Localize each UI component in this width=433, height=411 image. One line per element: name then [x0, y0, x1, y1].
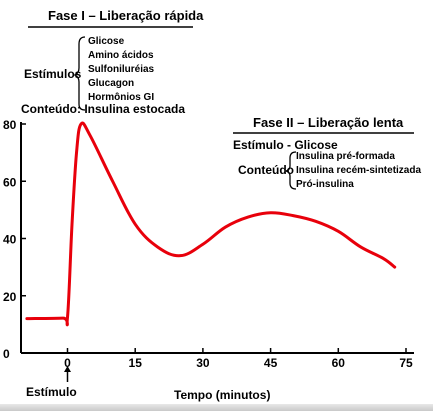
- x-tick-label: 30: [196, 356, 210, 370]
- phase2-annotation: Fase II – Liberação lenta Estímulo - Gli…: [233, 115, 421, 190]
- phase1-stimulus-0: Glicose: [88, 36, 125, 47]
- phase2-title: Fase II – Liberação lenta: [253, 115, 404, 130]
- ticks: 0 15 30 45 60 75 0 20 40 60 80: [3, 118, 413, 370]
- y-tick-label: 40: [3, 233, 17, 247]
- axes: [20, 122, 414, 354]
- y-tick-label: 20: [3, 290, 17, 304]
- phase2-content-0: Insulina pré-formada: [296, 151, 395, 162]
- phase1-annotation: Fase I – Liberação rápida Estímulos Glic…: [21, 8, 204, 116]
- stimulus-arrow-head: [64, 366, 71, 372]
- phase1-stimulus-4: Hormônios GI: [88, 92, 154, 103]
- phase2-content-2: Pró-insulina: [296, 179, 354, 190]
- x-axis-label: Tempo (minutos): [174, 388, 270, 402]
- y-tick-label: 0: [3, 347, 10, 361]
- insulin-release-line: [25, 121, 397, 327]
- phase1-stimulus-3: Glucagon: [88, 78, 134, 89]
- phase2-brace: [285, 151, 297, 190]
- stimulus-marker: Estímulo: [26, 366, 77, 399]
- bottom-edge-bar: [0, 404, 433, 411]
- phase2-content-1: Insulina recém-sintetizada: [296, 165, 421, 176]
- phase2-content-label: Conteúdo: [238, 163, 294, 177]
- phase2-stimulus: Estímulo - Glicose: [233, 138, 338, 152]
- x-tick-label: 45: [264, 356, 278, 370]
- phase1-brace: [73, 36, 86, 111]
- stimulus-label: Estímulo: [26, 385, 77, 399]
- phase1-stimuli-label: Estímulos: [24, 67, 82, 81]
- phase1-content: Conteúdo: Insulina estocada: [21, 102, 185, 116]
- x-tick-label: 15: [129, 356, 143, 370]
- y-tick-label: 60: [3, 175, 17, 189]
- x-tick-label: 0: [64, 356, 71, 370]
- phase1-stimulus-1: Amino ácidos: [88, 50, 154, 61]
- phase1-title: Fase I – Liberação rápida: [48, 8, 204, 23]
- x-tick-label: 75: [399, 356, 413, 370]
- phase1-stimulus-2: Sulfoniluréias: [88, 64, 155, 75]
- series-group: [25, 121, 397, 327]
- y-tick-label: 80: [3, 118, 17, 132]
- x-tick-label: 60: [332, 356, 346, 370]
